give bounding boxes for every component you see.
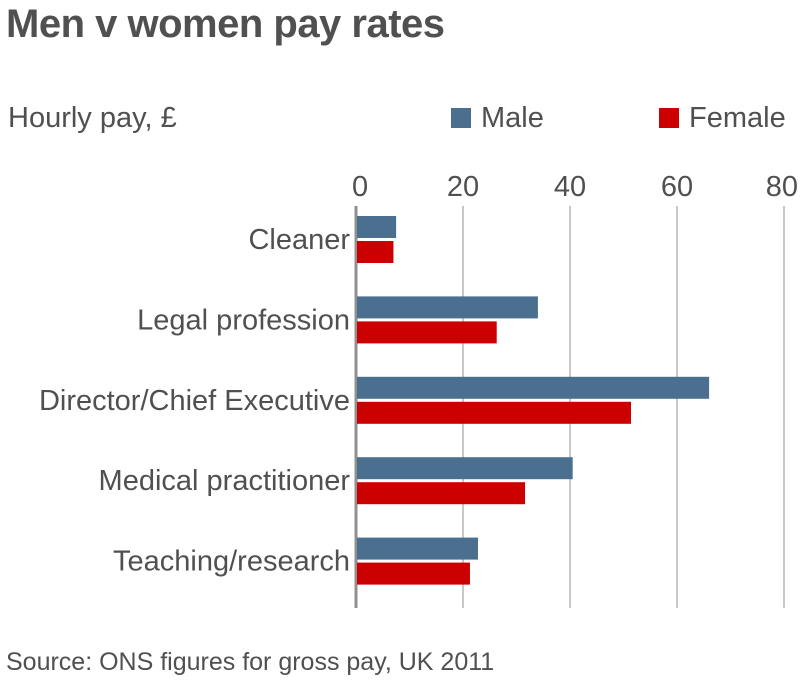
x-tick-label: 0 <box>352 171 368 203</box>
bar-female <box>357 562 470 585</box>
chart-title: Men v women pay rates <box>6 2 445 46</box>
bar-male <box>357 537 478 560</box>
bar-male <box>357 376 710 399</box>
legend-swatch-male <box>451 108 471 128</box>
source-note: Source: ONS figures for gross pay, UK 20… <box>6 648 495 676</box>
legend-item-female: Female <box>659 102 786 135</box>
category-label: Cleaner <box>248 224 350 256</box>
category-label: Director/Chief Executive <box>39 385 350 417</box>
category-label: Medical practitioner <box>99 465 351 497</box>
legend-swatch-female <box>659 108 679 128</box>
x-tick-label: 60 <box>661 171 693 203</box>
x-tick-label: 40 <box>554 171 586 203</box>
legend-label-male: Male <box>481 102 544 134</box>
bar-male <box>357 296 538 319</box>
bar-female <box>357 482 526 505</box>
bar-male <box>357 216 397 238</box>
legend-label-female: Female <box>689 102 786 134</box>
legend-item-male: Male <box>451 102 544 135</box>
category-label: Teaching/research <box>113 546 350 578</box>
x-tick-label: 80 <box>766 171 798 203</box>
bar-female <box>357 321 497 344</box>
unit-label: Hourly pay, £ <box>8 102 177 134</box>
x-tick-label: 20 <box>447 171 479 203</box>
category-label: Legal profession <box>137 304 350 336</box>
bar-male <box>357 457 573 480</box>
bar-female <box>357 401 631 424</box>
bar-female <box>357 241 394 263</box>
